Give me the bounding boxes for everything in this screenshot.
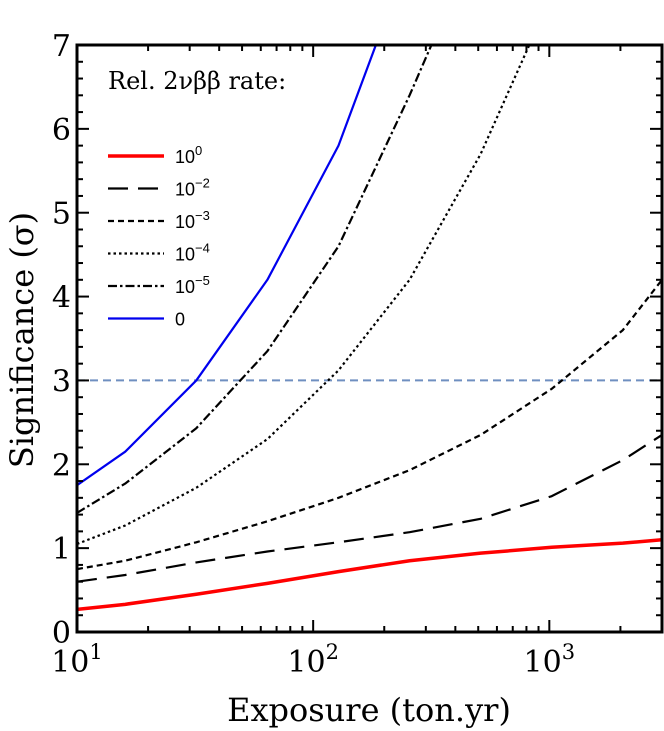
- y-tick-label: 4: [52, 281, 71, 316]
- y-tick-label: 1: [52, 532, 71, 567]
- y-tick-label: 2: [52, 448, 71, 483]
- legend-label-2: 10−3: [175, 208, 210, 232]
- legend-label-3: 10−4: [175, 241, 210, 265]
- series-line-2: [77, 279, 662, 571]
- x-tick-label: 103: [524, 640, 576, 680]
- series-line-5: [77, 45, 378, 487]
- plot-frame: [75, 43, 664, 634]
- legend-label-0: 100: [175, 143, 202, 167]
- x-tick-label: 101: [51, 640, 103, 680]
- y-axis-label: Significance (σ): [3, 212, 41, 468]
- y-tick-label: 5: [52, 197, 71, 232]
- legend-label-1: 10−2: [175, 176, 210, 200]
- legend-label-5: 0: [175, 310, 185, 330]
- y-tick-label: 7: [52, 29, 71, 64]
- y-tick-label: 6: [52, 113, 71, 148]
- legend-title: Rel. 2νββ rate:: [108, 67, 286, 95]
- x-axis-label: Exposure (ton.yr): [227, 691, 511, 729]
- series-line-4: [77, 45, 433, 514]
- legend: Rel. 2νββ rate: 100 10−2 10−3 10−4 10−5 0: [108, 67, 286, 330]
- y-tick-label: 0: [52, 616, 71, 651]
- y-tick-label: 3: [52, 364, 71, 399]
- tick-layer: 101 102 103 0 1 2 3 4 5 6 7: [51, 29, 663, 680]
- series-line-0: [77, 538, 662, 612]
- series-layer: [77, 45, 662, 612]
- legend-label-4: 10−5: [175, 273, 210, 297]
- x-tick-label: 102: [287, 640, 339, 680]
- series-line-1: [77, 434, 662, 583]
